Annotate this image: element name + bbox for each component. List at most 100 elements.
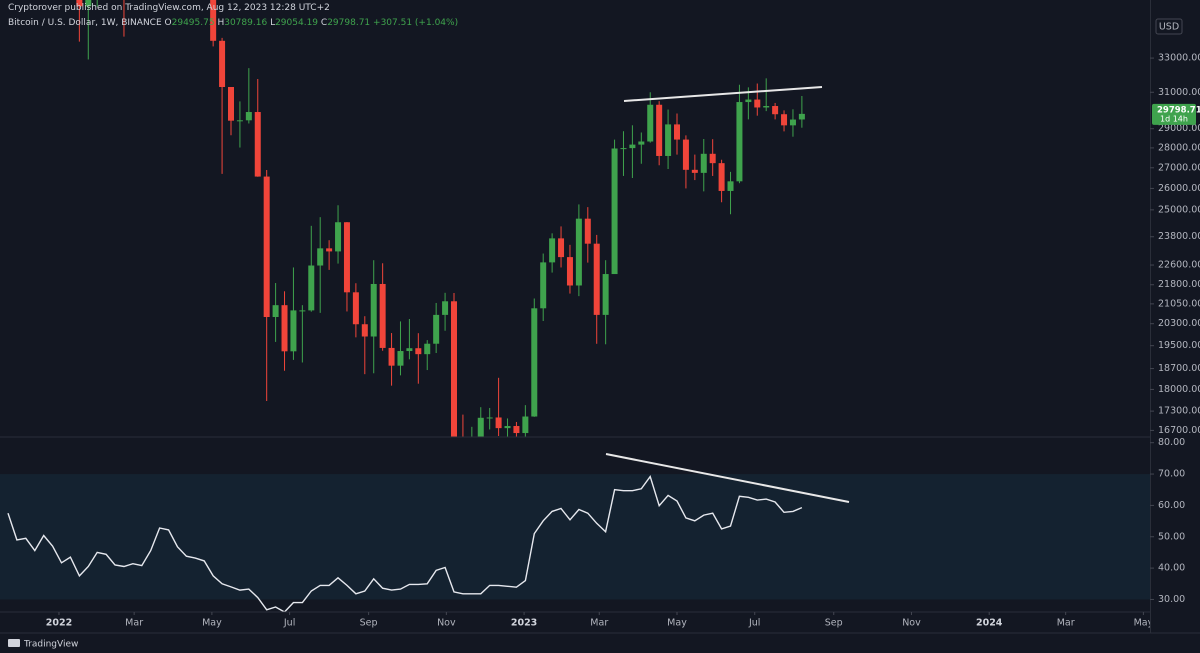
candle-body	[691, 169, 698, 173]
ohlc: O29495.75 H30789.16 L29054.19 C29798.71 …	[165, 18, 459, 28]
candle-body	[433, 314, 440, 344]
x-tick-label: Jul	[748, 618, 760, 629]
candle-body	[549, 238, 556, 263]
candle-body	[682, 139, 689, 170]
candle-body	[308, 265, 315, 311]
candle-body	[85, 0, 92, 7]
candle-body	[228, 87, 234, 121]
x-tick-label: Sep	[825, 618, 843, 629]
y-tick-label: 18700.00	[1158, 363, 1200, 374]
candle-body	[343, 222, 350, 293]
candle-body	[272, 305, 279, 318]
x-tick-label: 2022	[46, 618, 72, 629]
ohlc-label: H	[217, 18, 225, 28]
rsi-pane	[0, 474, 1150, 612]
candle-body	[76, 0, 83, 7]
candle-body	[460, 443, 466, 445]
candle-body	[745, 99, 752, 103]
candle-body	[388, 347, 395, 366]
candle-body	[352, 292, 359, 325]
candle-body	[335, 222, 342, 252]
candle-body	[566, 257, 573, 286]
candle-body	[406, 348, 413, 352]
candle-body	[326, 248, 333, 252]
candle-body	[638, 141, 645, 145]
x-tick-label: Jul	[283, 618, 295, 629]
price-pane	[76, 0, 805, 445]
publisher-line: Cryptorover published on TradingView.com…	[8, 3, 330, 13]
candle-body	[602, 274, 609, 315]
x-tick-label: Nov	[902, 618, 921, 629]
y-tick-label: 30.00	[1158, 594, 1185, 605]
candle-body	[789, 119, 796, 126]
y-tick-label: 40.00	[1158, 563, 1185, 574]
candle-body	[299, 310, 306, 312]
candle-body	[674, 124, 680, 140]
x-tick-label: May	[202, 618, 222, 629]
ohlc-label: O	[164, 18, 172, 28]
candle-body	[575, 218, 582, 286]
rsi-trendline	[605, 453, 850, 503]
y-tick-label: 17300.00	[1158, 406, 1200, 417]
y-tick-label: 70.00	[1158, 469, 1185, 480]
price-tag	[1152, 103, 1196, 125]
time-axis: 2022 Mar May Jul Sep Nov 2023 Mar May Jul Sep Nov 20…	[46, 612, 1154, 629]
candle-body	[451, 301, 457, 437]
y-tick-label: 16700.00	[1158, 425, 1200, 436]
x-tick-label: 2023	[511, 618, 537, 629]
y-tick-label: 28000.00	[1158, 142, 1200, 153]
currency-box	[1155, 18, 1183, 35]
y-tick-label: 22600.00	[1158, 260, 1200, 271]
candle-body	[379, 283, 386, 348]
candle-body	[263, 176, 270, 318]
candle-body	[317, 248, 324, 266]
candle-body	[727, 181, 734, 191]
candle-body	[236, 120, 243, 122]
y-tick-label: 31000.00	[1158, 87, 1200, 98]
candle-body	[495, 417, 502, 429]
y-tick-label: 29000.00	[1158, 123, 1200, 134]
y-tick-label: 80.00	[1158, 437, 1185, 448]
candle-body	[718, 163, 725, 191]
candle-body	[584, 218, 591, 244]
candle-body	[531, 308, 538, 417]
x-tick-label: Mar	[125, 618, 143, 629]
candle-body	[210, 0, 217, 41]
x-tick-label: May	[1134, 618, 1154, 629]
high-value: 30789.16	[224, 18, 268, 28]
y-tick-label: 18000.00	[1158, 384, 1200, 395]
candle-body	[281, 305, 288, 352]
x-tick-label: Sep	[360, 618, 378, 629]
candle-body	[709, 153, 716, 164]
close-value: 29798.71	[327, 18, 371, 28]
open-value: 29495.75	[171, 18, 215, 28]
candle-body	[754, 99, 761, 108]
x-tick-label: 2024	[976, 618, 1003, 629]
candle-body	[665, 124, 672, 156]
y-tick-label: 21800.00	[1158, 279, 1200, 290]
ohlc-label: C	[320, 18, 328, 28]
candle-body	[656, 104, 663, 156]
y-tick-label: 25000.00	[1158, 204, 1200, 215]
candle-body	[700, 153, 707, 173]
candle-body	[361, 324, 368, 337]
x-tick-label: Nov	[437, 618, 456, 629]
candle-body	[647, 104, 654, 142]
candle-body	[486, 417, 493, 419]
y-tick-label: 50.00	[1158, 531, 1185, 542]
candle-body	[477, 417, 484, 437]
candle-body	[629, 144, 636, 149]
symbol: Bitcoin / U.S. Dollar, 1W, BINANCE	[8, 18, 162, 28]
candle-body	[611, 148, 618, 275]
y-tick-label: 23800.00	[1158, 231, 1200, 242]
price-axis: 33000.00 31000.00 29000.00 28000.00 27000.00…	[1150, 53, 1200, 605]
brand: TradingView	[23, 640, 78, 650]
x-tick-label: May	[667, 618, 687, 629]
price-tag-value: 29798.71	[1157, 105, 1200, 115]
countdown: 1d 14h	[1160, 114, 1188, 123]
y-tick-label: 26000.00	[1158, 183, 1200, 194]
candle-body	[763, 106, 770, 108]
candle-body	[415, 348, 422, 355]
